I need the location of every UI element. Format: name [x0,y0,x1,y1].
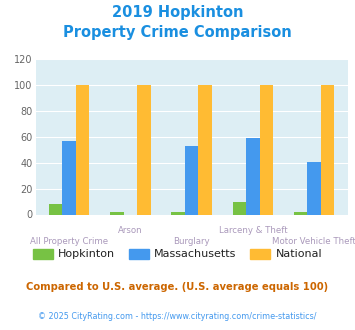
Text: 2019 Hopkinton: 2019 Hopkinton [112,5,243,20]
Text: Motor Vehicle Theft: Motor Vehicle Theft [272,237,355,246]
Bar [76,85,89,214]
Text: © 2025 CityRating.com - https://www.cityrating.com/crime-statistics/: © 2025 CityRating.com - https://www.city… [38,312,317,321]
Text: All Property Crime: All Property Crime [30,237,108,246]
Bar [62,141,76,214]
Bar [49,204,62,215]
Bar [233,202,246,214]
Text: Larceny & Theft: Larceny & Theft [219,226,287,235]
Text: Arson: Arson [118,226,143,235]
Bar [137,85,151,214]
Bar [321,85,334,214]
Bar [171,212,185,215]
Text: Property Crime Comparison: Property Crime Comparison [63,25,292,40]
Bar [260,85,273,214]
Text: Burglary: Burglary [173,237,210,246]
Bar [185,146,198,214]
Text: Compared to U.S. average. (U.S. average equals 100): Compared to U.S. average. (U.S. average … [26,282,329,292]
Bar [294,212,307,215]
Bar [246,138,260,214]
Bar [307,161,321,214]
Bar [198,85,212,214]
Legend: Hopkinton, Massachusetts, National: Hopkinton, Massachusetts, National [28,244,327,264]
Bar [110,212,124,215]
